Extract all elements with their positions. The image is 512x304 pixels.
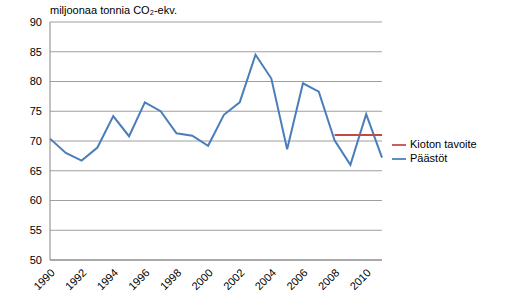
svg-text:2002: 2002 (221, 266, 247, 292)
svg-text:75: 75 (30, 105, 42, 117)
html-text:Päästöt: Päästöt (410, 152, 448, 164)
svg-text:1990: 1990 (31, 266, 57, 292)
svg-text:2004: 2004 (252, 266, 278, 292)
svg-text:55: 55 (30, 224, 42, 236)
html-text:miljoonaa tonnia CO₂-ekv.: miljoonaa tonnia CO₂-ekv. (50, 4, 177, 16)
svg-text:1994: 1994 (94, 266, 120, 292)
svg-text:60: 60 (30, 194, 42, 206)
html-text:Kioton tavoite: Kioton tavoite (410, 137, 477, 150)
svg-text:2006: 2006 (284, 266, 310, 292)
svg-text:2010: 2010 (347, 266, 373, 292)
svg-text:2000: 2000 (189, 266, 215, 292)
svg-text:65: 65 (30, 165, 42, 177)
svg-text:1992: 1992 (63, 266, 89, 292)
svg-text:1996: 1996 (126, 266, 152, 292)
svg-text:1998: 1998 (158, 266, 184, 292)
svg-text:50: 50 (30, 254, 42, 266)
svg-text:70: 70 (30, 135, 42, 147)
svg-text:90: 90 (30, 16, 42, 28)
svg-text:2008: 2008 (316, 266, 342, 292)
svg-text:85: 85 (30, 46, 42, 58)
svg-text:80: 80 (30, 75, 42, 87)
